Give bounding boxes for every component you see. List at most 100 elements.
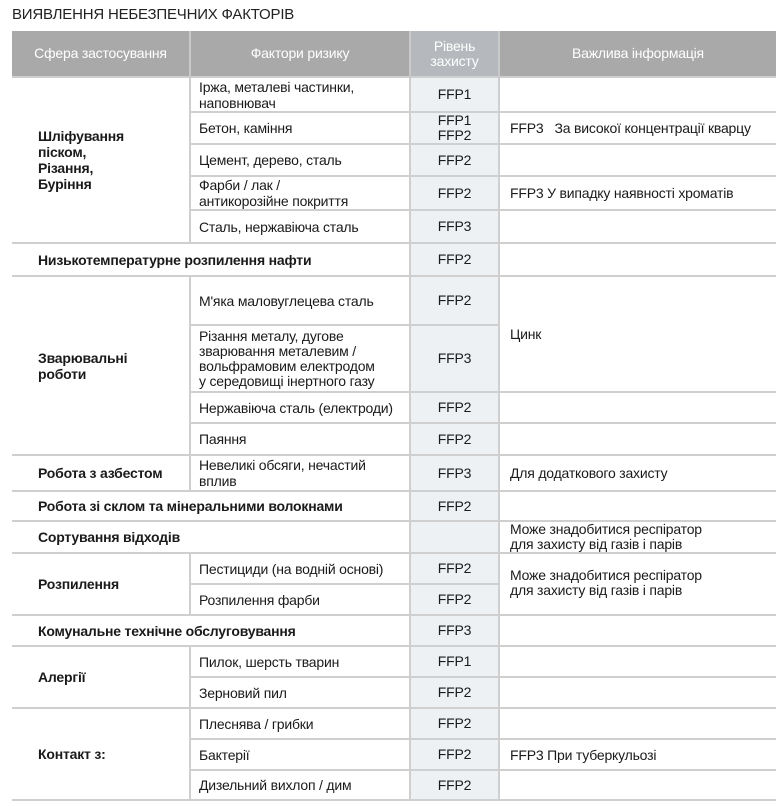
factor-cell: Плеснява / грибки: [189, 707, 410, 740]
info-cell: Для додаткового захисту: [499, 454, 776, 492]
text-line: роботи: [38, 365, 87, 382]
info-cell: Може знадобитися респіратор для захисту в…: [499, 552, 776, 616]
header-factors: Фактори ризику: [190, 31, 411, 77]
text-line: Невеликі обсяги, нечастий: [199, 457, 366, 473]
info-cell: [499, 490, 776, 522]
factor-cell: Розпилення фарби: [189, 583, 410, 616]
table-row: Паяння FFP2: [12, 422, 776, 456]
text-line: Буріння: [38, 176, 92, 192]
text-line: Різання,: [38, 160, 94, 176]
header-level: Рівень захисту: [410, 31, 500, 77]
table-row: Низькотемпературне розпилення нафти FFP2: [12, 242, 776, 277]
table-row: Зварювальні роботи М'яка маловуглецева ст…: [12, 275, 776, 456]
text-line: у середовищі інертного газу: [199, 372, 375, 389]
info-cell: FFP3 У випадку наявності хроматів: [499, 175, 776, 211]
sphere-cell: Розпилення: [12, 552, 190, 616]
table-row: Розпилення фарби FFP2: [12, 583, 776, 616]
text-line: для захисту від газів і парів: [510, 536, 683, 552]
table-header: Сфера застосування Фактори ризику Рівень…: [12, 31, 776, 77]
info-cell: [499, 422, 776, 456]
text-line: Фарби / лак /: [199, 177, 280, 193]
factor-cell: Цемент, дерево, сталь: [189, 143, 410, 177]
sphere-cell: Робота з азбестом: [12, 454, 190, 492]
info-cell: [499, 391, 776, 424]
level-cell: FFP2: [409, 738, 500, 771]
level-cell: FFP2: [409, 552, 500, 585]
sphere-cell: Зварювальні роботи: [12, 275, 190, 456]
table-row: Нержавіюча сталь (електроди) FFP2: [12, 391, 776, 424]
sphere-cell: Комунальне технічне обслуговування: [12, 614, 410, 647]
text-line: Зварювальні: [38, 349, 128, 366]
info-cell: [499, 645, 776, 678]
factor-cell: Іржа, металеві частинки, наповнювач: [189, 76, 410, 113]
table-row: Дизельний вихлоп / дим FFP2: [12, 769, 776, 801]
info-cell: [499, 707, 776, 740]
sphere-cell: Робота зі склом та мінеральними волокнам…: [12, 490, 410, 522]
text-line: Може знадобитися респіратор: [510, 567, 702, 583]
sphere-cell: Алергії: [12, 645, 190, 709]
table-row: Зерновий пил FFP2: [12, 676, 776, 709]
text-line: вольфрамовим електродом: [199, 357, 375, 374]
sphere-cell: Шліфування піском, Різання, Буріння: [12, 76, 190, 244]
factor-cell: Бетон, каміння: [189, 111, 410, 145]
table-row: Шліфування піском, Різання, Буріння Іржа…: [12, 76, 776, 244]
text-line: Різання металу, дугове: [199, 327, 344, 344]
text-line: Може знадобитися респіратор: [510, 521, 702, 537]
text-line: вплив: [199, 473, 237, 489]
level-cell: FFP3: [409, 324, 500, 393]
info-cell: Може знадобитися респіратор для захисту в…: [499, 520, 776, 554]
page-title: ВИЯВЛЕННЯ НЕБЕЗПЕЧНИХ ФАКТОРІВ: [12, 6, 295, 23]
level-cell: FFP2: [409, 242, 500, 277]
level-cell: [409, 520, 500, 554]
table-row: Цемент, дерево, сталь FFP2: [12, 143, 776, 177]
table-row: Бактерії FFP2 FFP3 При туберкульозі: [12, 738, 776, 771]
factor-cell: Зерновий пил: [189, 676, 410, 709]
table-row: Бетон, каміння FFP1 FFP2 FFP3 За високої …: [12, 111, 776, 145]
header-level-line: Рівень: [433, 37, 476, 54]
factor-cell: Пилок, шерсть тварин: [189, 645, 410, 678]
info-cell: [499, 242, 776, 277]
factor-cell: Нержавіюча сталь (електроди): [189, 391, 410, 424]
text-line: наповнювач: [199, 94, 276, 111]
table-row: Різання металу, дугове зварювання метале…: [12, 324, 776, 393]
header-sphere: Сфера застосування: [12, 31, 191, 77]
level-cell: FFP1: [409, 645, 500, 678]
level-cell: FFP3: [409, 454, 500, 492]
level-cell: FFP1 FFP2: [409, 111, 500, 145]
info-cell: [499, 769, 776, 801]
factor-cell: Пестициди (на водній основі): [189, 552, 410, 585]
factor-cell: М'яка маловуглецева сталь: [189, 275, 410, 326]
level-cell: FFP2: [409, 583, 500, 616]
level-cell: FFP2: [409, 769, 500, 801]
text-line: зварювання металевим /: [199, 342, 356, 359]
factor-cell: Сталь, нержавіюча сталь: [189, 209, 410, 244]
level-cell: FFP3: [409, 614, 500, 647]
table-row: Комунальне технічне обслуговування FFP3: [12, 614, 776, 647]
info-cell: FFP3 При туберкульозі: [499, 738, 776, 771]
text-line: Шліфування: [38, 128, 124, 144]
table-row: Алергії Пилок, шерсть тварин FFP1: [12, 645, 776, 709]
hazard-table: Сфера застосування Фактори ризику Рівень…: [12, 31, 776, 801]
header-level-line: захисту: [430, 52, 479, 69]
table-row: Сортування відходів Може знадобитися рес…: [12, 520, 776, 554]
text-line: FFP1: [437, 112, 472, 128]
table-row: Розпилення Пестициди (на водній основі) …: [12, 552, 776, 616]
sphere-cell: Низькотемпературне розпилення нафти: [12, 242, 410, 277]
text-line: Іржа, металеві частинки,: [199, 78, 355, 95]
factor-cell: Паяння: [189, 422, 410, 456]
level-cell: FFP2: [409, 175, 500, 211]
table-row: Робота зі склом та мінеральними волокнам…: [12, 490, 776, 522]
factor-cell: Дизельний вихлоп / дим: [189, 769, 410, 801]
level-cell: FFP2: [409, 676, 500, 709]
header-info: Важлива інформація: [499, 31, 776, 77]
text-line: FFP2: [437, 127, 472, 143]
text-line: для захисту від газів і парів: [510, 582, 683, 598]
info-cell: [499, 676, 776, 709]
table-row: Фарби / лак / антикорозійне покриття FFP2…: [12, 175, 776, 211]
factor-cell: Невеликі обсяги, нечастий вплив: [189, 454, 410, 492]
level-cell: FFP2: [409, 275, 500, 326]
level-cell: FFP2: [409, 143, 500, 177]
sphere-cell: Контакт з:: [12, 707, 190, 801]
level-cell: FFP2: [409, 422, 500, 456]
info-cell: FFP3 За високої концентрації кварцу: [499, 111, 776, 145]
